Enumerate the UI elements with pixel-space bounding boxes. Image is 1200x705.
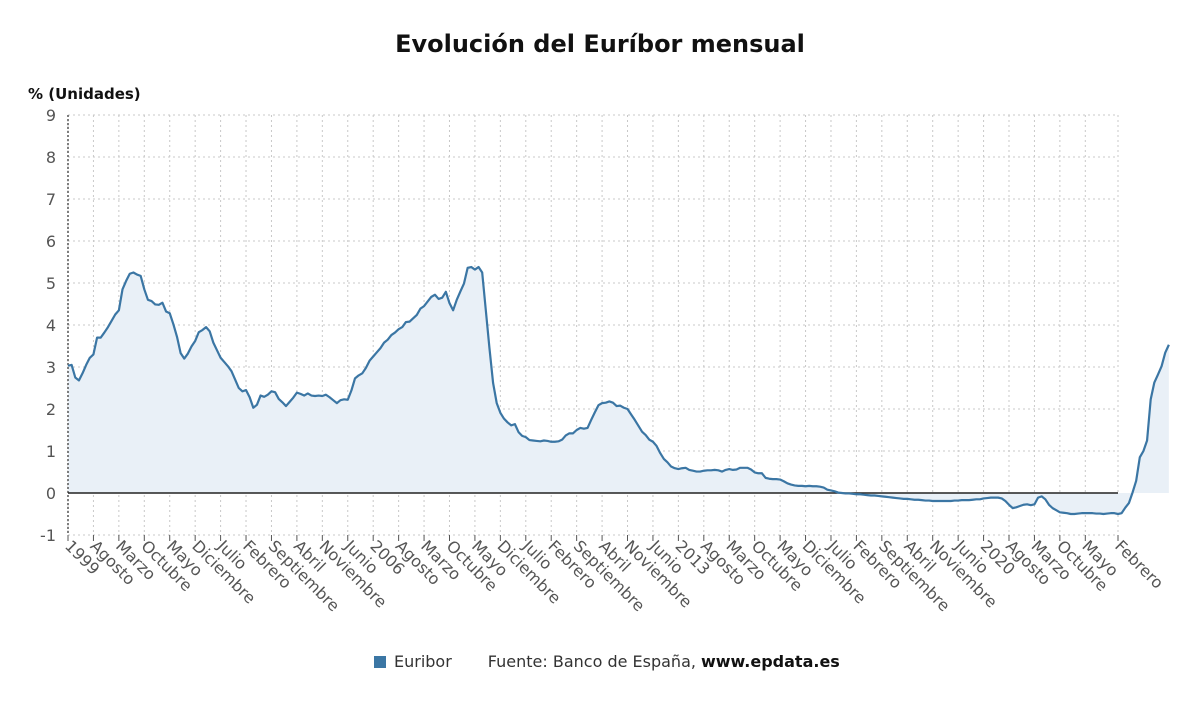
series-area-fill bbox=[68, 267, 1169, 514]
series-area bbox=[68, 267, 1169, 514]
y-tick-label: 8 bbox=[46, 148, 56, 167]
y-tick-label: 6 bbox=[46, 232, 56, 251]
axes bbox=[67, 115, 1119, 541]
legend: Euribor Fuente: Banco de España, www.epd… bbox=[374, 652, 840, 671]
grid bbox=[67, 114, 1119, 536]
y-tick-label: 5 bbox=[46, 274, 56, 293]
y-tick-label: 1 bbox=[46, 442, 56, 461]
legend-series-name: Euribor bbox=[394, 652, 452, 671]
source-label: Fuente: Banco de España, bbox=[487, 652, 696, 671]
y-axis-label: % (Unidades) bbox=[28, 85, 141, 103]
y-tick-label: 4 bbox=[46, 316, 56, 335]
y-tick-label: 9 bbox=[46, 106, 56, 125]
chart-title: Evolución del Euríbor mensual bbox=[395, 30, 805, 58]
y-tick-label: -1 bbox=[40, 526, 56, 545]
y-tick-label: 3 bbox=[46, 358, 56, 377]
y-tick-label: 2 bbox=[46, 400, 56, 419]
series-line-euribor bbox=[67, 265, 1170, 516]
legend-swatch bbox=[374, 655, 386, 668]
source-link[interactable]: www.epdata.es bbox=[700, 652, 840, 671]
x-tick-labels: 1999AgostoMarzoOctubreMayoDiciembreJulio… bbox=[61, 536, 1167, 616]
y-tick-label: 7 bbox=[46, 190, 56, 209]
y-tick-labels: -1 0 1 2 3 4 5 6 7 8 9 bbox=[40, 106, 56, 545]
series-line bbox=[67, 265, 1170, 516]
y-tick-label: 0 bbox=[46, 484, 56, 503]
